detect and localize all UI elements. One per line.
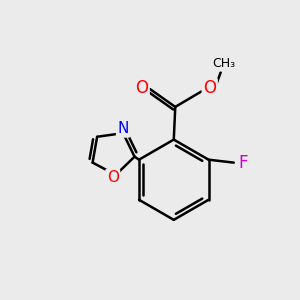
- Text: F: F: [238, 154, 248, 172]
- Text: O: O: [107, 170, 119, 185]
- Text: O: O: [135, 79, 148, 97]
- Text: N: N: [117, 121, 129, 136]
- Text: O: O: [203, 80, 216, 98]
- Text: CH₃: CH₃: [213, 57, 236, 70]
